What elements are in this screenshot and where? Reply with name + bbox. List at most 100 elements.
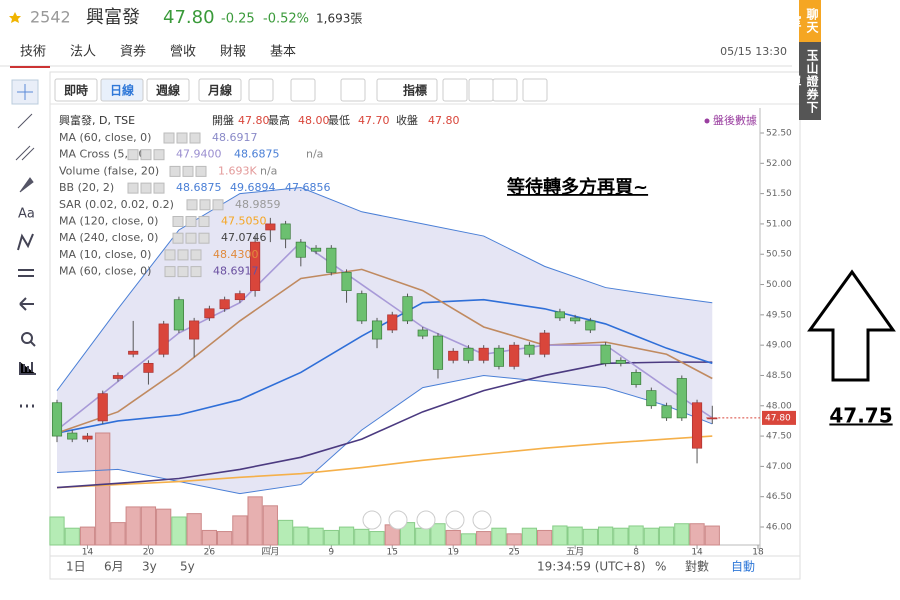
legend-value: n/a: [306, 148, 323, 161]
x-tick-label: 9: [328, 548, 334, 558]
star-icon[interactable]: [9, 12, 21, 23]
toolbar-icon[interactable]: [442, 78, 468, 102]
tab[interactable]: 法人: [70, 45, 96, 60]
candle-body: [478, 347, 489, 361]
legend-icon[interactable]: [127, 182, 139, 194]
toolbar-icon[interactable]: [468, 78, 494, 102]
tab[interactable]: 基本: [270, 45, 296, 60]
candle-body: [691, 402, 703, 449]
legend-label[interactable]: Volume (false, 20): [59, 164, 159, 177]
more-tools[interactable]: [17, 233, 34, 311]
legend-icon[interactable]: [185, 216, 197, 227]
legend-label[interactable]: MA (120, close, 0): [59, 215, 158, 228]
zoom-icon[interactable]: [21, 332, 33, 344]
order-tab-label[interactable]: 玉山證券下單: [788, 48, 819, 114]
log-toggle[interactable]: 對數: [685, 560, 709, 574]
legend-icon[interactable]: [153, 149, 165, 161]
legend-icon[interactable]: [198, 232, 210, 244]
indicator-line: [56, 361, 713, 489]
volume-bar: [658, 526, 675, 546]
tab[interactable]: 技術: [20, 45, 46, 60]
toolbar-button[interactable]: [54, 78, 98, 102]
candle-body: [97, 393, 108, 422]
candle-body: [295, 241, 306, 258]
legend-icon[interactable]: [185, 232, 197, 244]
after-hours[interactable]: 盤後數據: [713, 113, 757, 127]
x-tick-label: 18: [752, 548, 764, 558]
measure-icon[interactable]: [19, 341, 36, 375]
legend-label[interactable]: MA Cross (5, 20): [59, 148, 150, 161]
volume-bar: [674, 523, 690, 546]
toolbar-icon[interactable]: [340, 78, 366, 102]
ohlc-info: 47.80: [238, 114, 270, 127]
toolbar-icon[interactable]: [248, 78, 274, 102]
toolbar-icon[interactable]: [290, 78, 316, 102]
zoom-control[interactable]: [362, 510, 382, 530]
zoom-control[interactable]: [416, 510, 436, 530]
toolbar-button[interactable]: [198, 78, 242, 102]
auto-toggle[interactable]: 自動: [731, 560, 755, 574]
toolbar-icon[interactable]: [492, 78, 518, 102]
legend-icon[interactable]: [127, 149, 139, 161]
legend-icon[interactable]: [195, 165, 207, 177]
legend-icon[interactable]: [190, 249, 202, 261]
legend-icon[interactable]: [140, 149, 152, 161]
toolbar-icon[interactable]: [522, 78, 548, 102]
legend-icon[interactable]: [198, 216, 210, 227]
legend-icon[interactable]: [186, 199, 198, 211]
legend-icon[interactable]: [164, 249, 176, 261]
range-button[interactable]: 5y: [180, 560, 195, 574]
candle-body: [509, 344, 520, 367]
legend-icon[interactable]: [199, 199, 211, 211]
volume-bar: [628, 525, 644, 546]
legend-icon[interactable]: [169, 165, 181, 177]
range-button[interactable]: 3y: [142, 560, 157, 574]
legend-icon[interactable]: [190, 266, 202, 278]
range-button[interactable]: 1日: [66, 560, 86, 574]
zoom-control[interactable]: [445, 510, 465, 530]
toolbar-button[interactable]: [146, 78, 190, 102]
text-tool[interactable]: Aa: [18, 207, 35, 222]
draw-tools[interactable]: [15, 113, 35, 193]
zoom-control[interactable]: [472, 510, 492, 530]
x-tick-label: 26: [204, 548, 216, 558]
legend-icon[interactable]: [163, 132, 175, 144]
legend-icon[interactable]: [172, 216, 184, 227]
legend-icon[interactable]: [189, 132, 201, 144]
range-button[interactable]: 6月: [104, 560, 124, 574]
toolbar-button[interactable]: [100, 78, 144, 102]
legend-label[interactable]: MA (10, close, 0): [59, 248, 151, 261]
tab[interactable]: 財報: [220, 45, 246, 60]
legend-icon[interactable]: [153, 182, 165, 194]
x-tick-label: 14: [691, 548, 703, 558]
percent-toggle[interactable]: %: [655, 560, 666, 574]
legend-label[interactable]: MA (240, close, 0): [59, 231, 158, 244]
chat-tab-label[interactable]: 聊天室: [788, 8, 819, 34]
up-arrow: [807, 269, 896, 382]
legend-icon[interactable]: [172, 232, 184, 244]
legend-label[interactable]: MA (60, close, 0): [59, 131, 151, 144]
legend-icon[interactable]: [182, 165, 194, 177]
candle-body: [265, 223, 276, 231]
legend-icon[interactable]: [176, 132, 188, 144]
legend-icon[interactable]: [212, 199, 224, 211]
order-tab[interactable]: [799, 42, 821, 120]
candle-body: [158, 323, 169, 355]
legend-icon[interactable]: [177, 266, 189, 278]
legend-icon[interactable]: [177, 249, 189, 261]
toolbar-label: 週線: [156, 83, 180, 98]
legend-icon[interactable]: [140, 182, 152, 194]
toolbar-button[interactable]: [376, 78, 438, 102]
candle-body: [417, 329, 428, 337]
tab[interactable]: 資券: [120, 44, 146, 60]
legend-label[interactable]: BB (20, 2): [59, 181, 114, 194]
legend-icon[interactable]: [164, 266, 176, 278]
zoom-control[interactable]: [388, 510, 408, 530]
chat-tab[interactable]: [799, 0, 821, 42]
change: -0.25: [221, 12, 255, 27]
legend-label[interactable]: MA (60, close, 0): [59, 265, 151, 278]
ohlc-info: 最低: [328, 114, 350, 127]
tab[interactable]: 營收: [170, 45, 196, 60]
legend-label[interactable]: SAR (0.02, 0.02, 0.2): [59, 198, 174, 211]
